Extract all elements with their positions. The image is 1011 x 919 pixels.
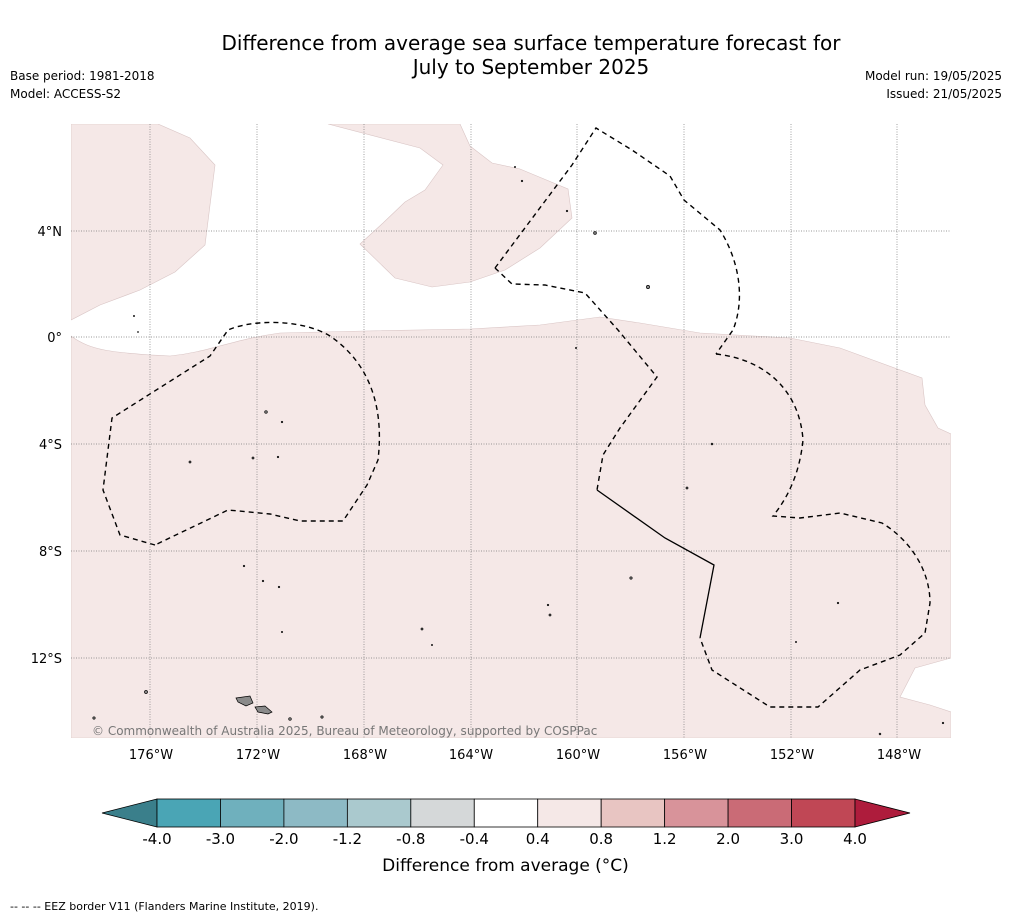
eez-border-tuvalu xyxy=(102,321,381,546)
colorbar-segment xyxy=(791,798,856,828)
title-line-2: July to September 2025 xyxy=(412,55,650,79)
colorbar-tick-label: -0.8 xyxy=(396,830,425,848)
meta-right: Model run: 19/05/2025 Issued: 21/05/2025 xyxy=(865,67,1002,103)
issued-date: Issued: 21/05/2025 xyxy=(886,87,1002,101)
eez-border-phoenix-south xyxy=(494,267,658,491)
colorbar-segment xyxy=(220,798,285,828)
base-period: Base period: 1981-2018 xyxy=(10,69,155,83)
eez-border-cook-north xyxy=(699,353,931,708)
colorbar-tick-label: 0.4 xyxy=(526,830,550,848)
colorbar-tick-label: 2.0 xyxy=(716,830,740,848)
eez-borders xyxy=(102,127,931,708)
meta-left: Base period: 1981-2018 Model: ACCESS-S2 xyxy=(10,67,155,103)
lat-label: 0° xyxy=(47,331,62,346)
island-savaii xyxy=(235,695,254,707)
eez-solid-boundary xyxy=(596,489,715,639)
lon-label: 160°W xyxy=(556,748,600,763)
colorbar-tick-label: 4.0 xyxy=(843,830,867,848)
eez-footnote: -- -- -- EEZ border V11 (Flanders Marine… xyxy=(10,900,319,913)
colorbar-segment xyxy=(664,798,729,828)
colorbar-segment xyxy=(727,798,792,828)
colorbar-under-arrow xyxy=(101,798,158,828)
copyright-notice: © Commonwealth of Australia 2025, Bureau… xyxy=(92,724,598,738)
colorbar-segment xyxy=(346,798,412,828)
lat-label: 4°N xyxy=(38,225,63,240)
colorbar-segment xyxy=(537,798,602,828)
colorbar-segment xyxy=(410,798,475,828)
colorbar-tick-label: -4.0 xyxy=(142,830,171,848)
lon-label: 168°W xyxy=(343,748,387,763)
graticule xyxy=(71,124,951,738)
colorbar-tick-label: 3.0 xyxy=(780,830,804,848)
lon-label: 152°W xyxy=(770,748,814,763)
lon-label: 148°W xyxy=(877,748,921,763)
latitude-labels: 4°N 0° 4°S 8°S 12°S xyxy=(31,225,62,667)
colorbar: -4.0 -3.0 -2.0 -1.2 -0.8 -0.4 0.4 0.8 1.2 2.0 3.0 4… xyxy=(101,798,911,848)
colorbar-title: Difference from average (°C) xyxy=(382,856,629,876)
colorbar-tick-label: -1.2 xyxy=(333,830,362,848)
longitude-labels: 176°W 172°W 168°W 164°W 160°W 156°W 152°… xyxy=(129,748,921,763)
colorbar-over-arrow xyxy=(854,798,911,828)
colorbar-tick-label: 0.8 xyxy=(589,830,613,848)
map-title: Difference from average sea surface temp… xyxy=(0,31,1011,79)
lon-label: 156°W xyxy=(663,748,707,763)
anomaly-region-northwest xyxy=(71,124,216,321)
islands xyxy=(92,166,945,736)
colorbar-segment xyxy=(600,798,666,828)
colorbar-tick-label: -3.0 xyxy=(206,830,235,848)
anomaly-region-south xyxy=(71,316,951,738)
lon-label: 176°W xyxy=(129,748,173,763)
colorbar-tick-label: 1.2 xyxy=(653,830,677,848)
title-line-1: Difference from average sea surface temp… xyxy=(221,31,841,55)
lon-label: 164°W xyxy=(449,748,493,763)
lat-label: 8°S xyxy=(39,545,62,560)
lat-label: 12°S xyxy=(31,652,62,667)
model-run: Model run: 19/05/2025 xyxy=(864,69,1002,83)
model-name: Model: ACCESS-S2 xyxy=(10,87,122,101)
colorbar-tick-label: -0.4 xyxy=(460,830,489,848)
island-upolu xyxy=(254,705,273,715)
colorbar-segment xyxy=(156,798,221,828)
lon-label: 172°W xyxy=(236,748,280,763)
lat-label: 4°S xyxy=(39,438,62,453)
colorbar-segment xyxy=(283,798,348,828)
colorbar-segment xyxy=(473,798,539,828)
colorbar-tick-label: -2.0 xyxy=(269,830,298,848)
